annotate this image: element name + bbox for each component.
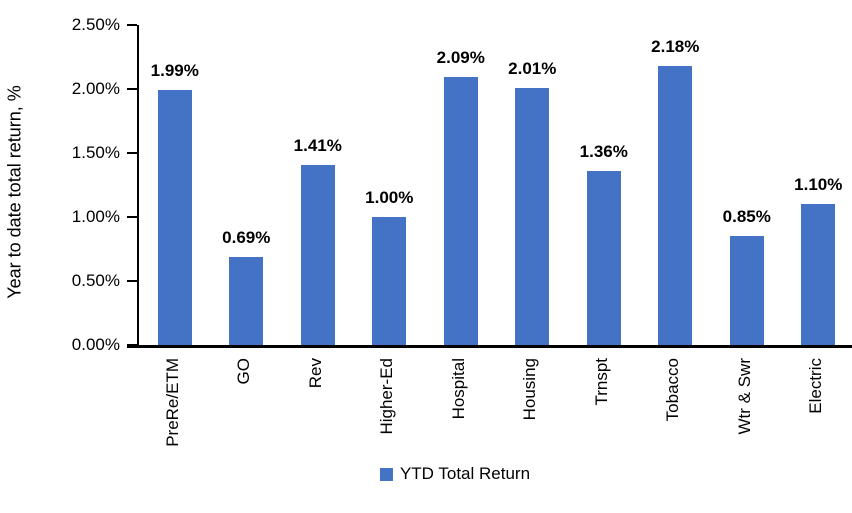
- legend: YTD Total Return: [379, 464, 531, 484]
- y-tick-label: 1.00%: [71, 207, 120, 226]
- bar: [157, 90, 192, 345]
- y-tick-label: 2.00%: [71, 79, 120, 98]
- y-tick-label: 1.50%: [71, 143, 120, 162]
- bar-value-label: 1.99%: [150, 61, 199, 81]
- y-tick-mark: [127, 280, 137, 282]
- bar: [586, 170, 621, 345]
- bar: [372, 217, 407, 345]
- bar: [443, 77, 478, 345]
- x-category-label: GO: [234, 358, 254, 385]
- bar-value-label: 1.00%: [365, 188, 414, 207]
- y-tick-label: 0.00%: [71, 335, 120, 354]
- x-category-label: Rev: [305, 358, 325, 389]
- bar-value-label: 2.18%: [651, 36, 700, 56]
- y-tick-label: 2.50%: [71, 15, 120, 34]
- x-axis-zero-tick: [127, 345, 139, 348]
- bar: [515, 87, 550, 345]
- bar-value-label: 2.01%: [508, 58, 557, 78]
- bar-value-label: 0.85%: [722, 207, 771, 227]
- x-category-label: Housing: [520, 358, 540, 421]
- x-category-label: Tobacco: [663, 358, 683, 422]
- bar-value-label: 1.36%: [579, 141, 628, 161]
- bar: [801, 204, 836, 345]
- x-category-label: Hospital: [448, 358, 468, 420]
- bar-value-label: 1.10%: [794, 175, 843, 195]
- bar-value-label: 1.41%: [293, 135, 342, 155]
- y-tick-mark: [127, 88, 137, 90]
- y-axis-title: Year to date total return, %: [4, 85, 25, 299]
- y-tick-mark: [127, 152, 137, 154]
- bar-value-label: 2.09%: [436, 48, 485, 68]
- x-category-label: Electric: [806, 358, 826, 414]
- bar-value-label: 0.69%: [222, 227, 271, 247]
- bar: [658, 65, 693, 345]
- x-category-label: Wtr & Swr: [734, 358, 754, 435]
- y-tick-mark: [127, 216, 137, 218]
- legend-label: YTD Total Return: [399, 464, 531, 483]
- bar: [729, 236, 764, 345]
- bar: [300, 164, 335, 345]
- x-category-label: PreRe/ETM: [162, 358, 182, 447]
- y-tick-mark: [127, 24, 137, 26]
- y-tick-label: 0.50%: [71, 271, 120, 290]
- x-category-label: Trnspt: [591, 358, 611, 406]
- plot-area: 1.99% 0.69% 1.41% 1.00% 2.09% 2.01% 1.36% 2.18%…: [127, 24, 852, 348]
- legend-marker-icon: [379, 467, 393, 481]
- bar: [229, 256, 264, 345]
- x-category-label: Higher-Ed: [377, 358, 397, 435]
